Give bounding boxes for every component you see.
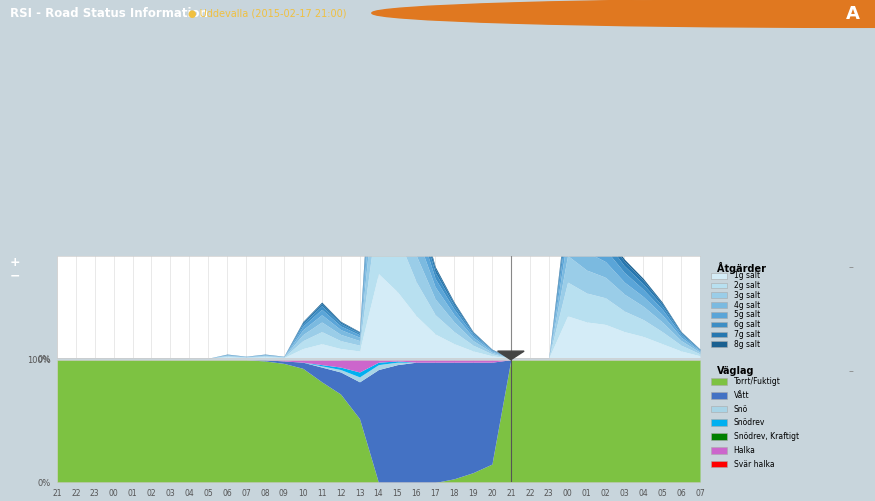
Bar — [710, 460, 727, 467]
Text: 2g salt: 2g salt — [733, 281, 760, 290]
Text: 4g salt: 4g salt — [733, 301, 760, 310]
Text: ● Uddevalla (2015-02-17 21:00): ● Uddevalla (2015-02-17 21:00) — [188, 8, 346, 18]
Bar — [710, 332, 727, 337]
Bar — [710, 312, 727, 318]
Text: Snödrev: Snödrev — [733, 418, 765, 427]
Text: Snö: Snö — [733, 405, 748, 413]
Text: 6g salt: 6g salt — [733, 320, 760, 329]
Text: Svär halka: Svär halka — [733, 459, 774, 468]
Bar — [710, 302, 727, 308]
Text: Åtgärder: Åtgärder — [718, 262, 766, 274]
Text: –: – — [849, 262, 853, 272]
Bar — [710, 283, 727, 289]
Bar — [710, 341, 727, 347]
Text: +: + — [10, 256, 20, 269]
Text: 7g salt: 7g salt — [733, 330, 760, 339]
Text: Halka: Halka — [733, 446, 755, 455]
Text: Snödrev, Kraftigt: Snödrev, Kraftigt — [733, 432, 799, 441]
Text: Väglag: Väglag — [718, 366, 755, 376]
Polygon shape — [498, 351, 524, 360]
Text: A: A — [846, 5, 860, 23]
Text: 5g salt: 5g salt — [733, 311, 760, 319]
Bar — [710, 433, 727, 440]
FancyBboxPatch shape — [732, 2, 854, 25]
Text: 8g salt: 8g salt — [733, 340, 760, 349]
Text: Torrt/Fuktigt: Torrt/Fuktigt — [733, 377, 780, 386]
Text: –: – — [849, 366, 853, 376]
Text: RSI - Road Status Information: RSI - Road Status Information — [10, 7, 208, 20]
Text: −: − — [10, 270, 20, 283]
Bar — [710, 447, 727, 453]
Circle shape — [372, 0, 875, 28]
Bar — [710, 378, 727, 385]
Bar — [710, 273, 727, 279]
Text: Åtgärder: Åtgärder — [768, 7, 817, 19]
Bar — [710, 293, 727, 298]
Bar — [710, 419, 727, 426]
Bar — [710, 392, 727, 399]
Bar — [710, 322, 727, 328]
Text: 3g salt: 3g salt — [733, 291, 760, 300]
Text: 1g salt: 1g salt — [733, 272, 760, 281]
Text: Vått: Vått — [733, 391, 749, 400]
Bar — [710, 406, 727, 412]
